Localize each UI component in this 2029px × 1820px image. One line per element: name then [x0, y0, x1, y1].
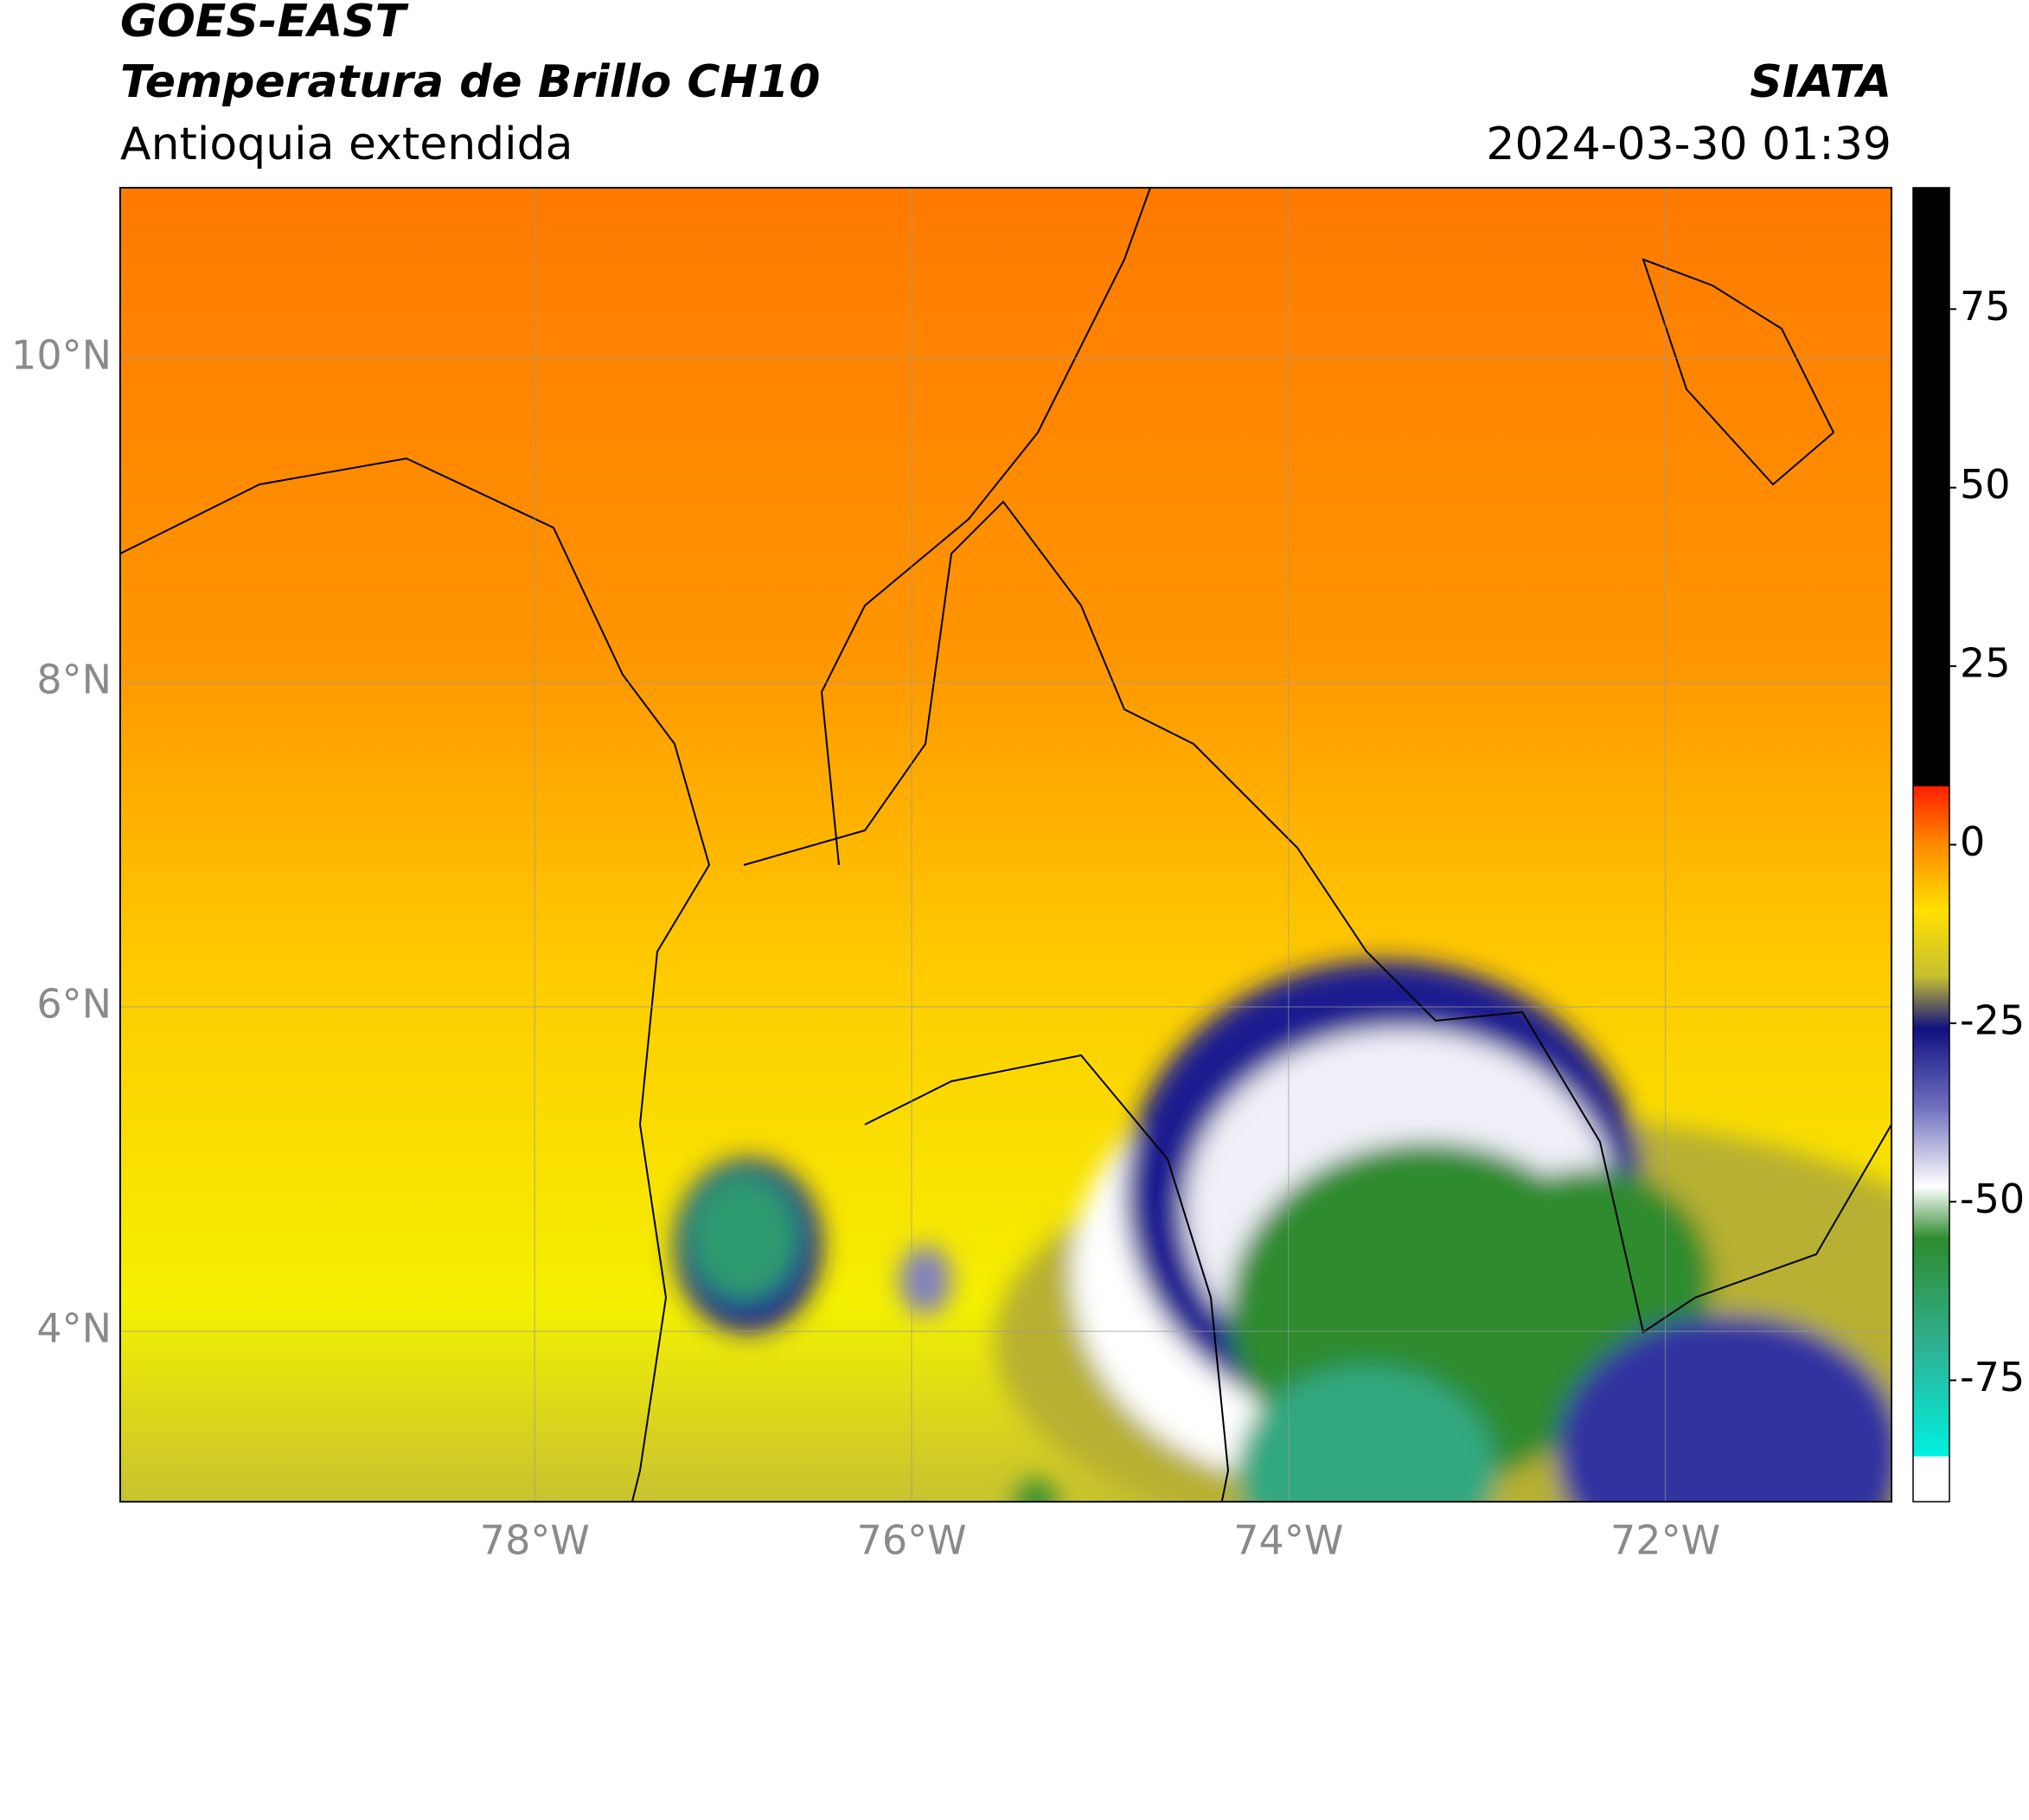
boundary	[864, 1054, 1230, 1502]
colorbar-label: -50	[1960, 1176, 2025, 1222]
colorbar	[1912, 187, 1950, 1503]
y-tick-label: 10°N	[11, 331, 112, 378]
x-tick-label: 74°W	[1233, 1517, 1343, 1564]
product: Temperatura de Brillo CH10	[120, 56, 820, 108]
colorbar-label: 75	[1960, 283, 2011, 330]
colorbar-label: 50	[1960, 461, 2011, 508]
source: SIATA	[1750, 56, 1891, 108]
region: Antioquia extendida	[120, 119, 573, 170]
map-frame	[119, 187, 1892, 1503]
boundary	[820, 188, 1151, 866]
x-tick-label: 76°W	[857, 1517, 967, 1564]
colorbar-label: 25	[1960, 640, 2011, 687]
y-tick-label: 8°N	[36, 656, 112, 702]
coastline	[1642, 258, 1835, 486]
colorbar-label: -75	[1960, 1354, 2025, 1400]
boundary	[743, 500, 1891, 1334]
map-image	[120, 188, 1891, 1502]
timestamp: 2024-03-30 01:39	[1486, 119, 1891, 170]
grid	[120, 188, 1891, 1502]
colorbar-label: -25	[1960, 997, 2025, 1043]
x-tick-label: 78°W	[480, 1517, 590, 1564]
cloud-field	[675, 960, 1891, 1502]
y-tick-label: 6°N	[36, 981, 112, 1028]
coastline	[120, 457, 711, 1502]
y-tick-label: 4°N	[36, 1305, 112, 1352]
colorbar-label: 0	[1960, 818, 1985, 865]
x-tick-label: 72°W	[1610, 1517, 1720, 1564]
satellite: GOES-EAST	[120, 0, 409, 48]
